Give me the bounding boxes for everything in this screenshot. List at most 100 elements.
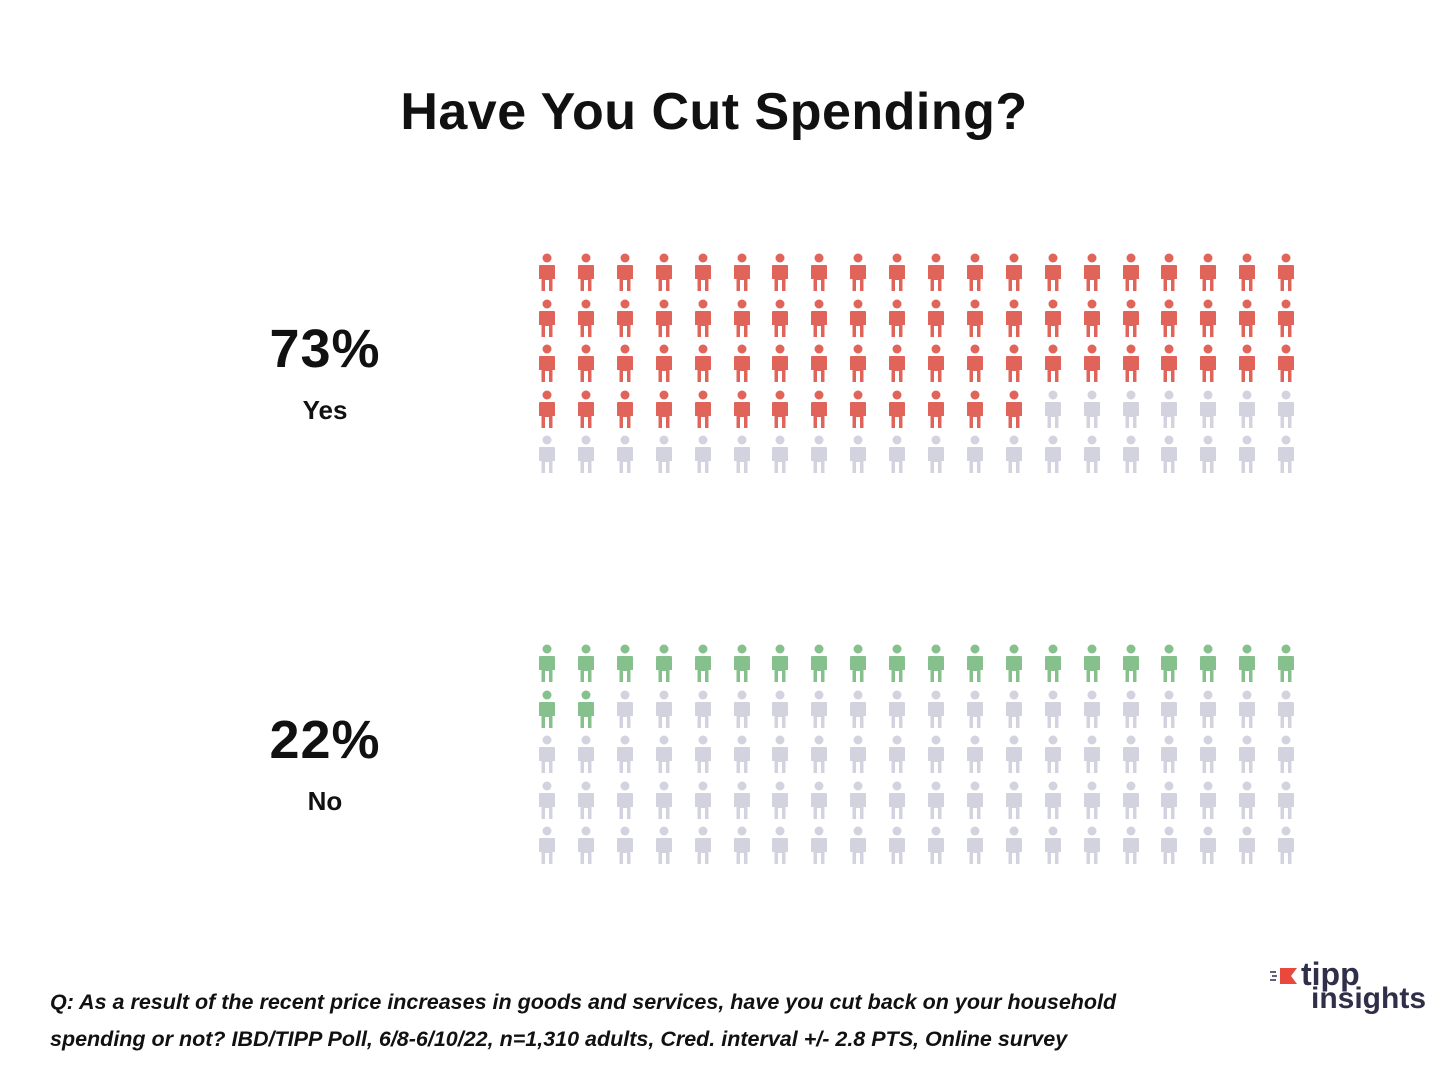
logo-accent [1280, 968, 1297, 984]
person-icon-empty [694, 735, 711, 773]
person-icon-empty [1044, 781, 1061, 819]
person-icon-filled [1278, 299, 1295, 337]
person-icon-empty [577, 781, 594, 819]
person-icon-empty [733, 435, 750, 473]
person-icon-empty [1122, 690, 1139, 728]
person-icon-filled [889, 253, 906, 291]
person-icon-empty [1044, 435, 1061, 473]
person-icon-filled [1161, 299, 1178, 337]
person-icon-filled [577, 299, 594, 337]
person-icon-empty [1122, 390, 1139, 428]
tipp-insights-logo: tipp insights [1265, 956, 1427, 1022]
person-icon-empty [1161, 390, 1178, 428]
no-percent: 22% [269, 710, 381, 770]
person-icon-filled [539, 390, 555, 428]
person-icon-filled [577, 253, 594, 291]
person-icon-empty [539, 781, 555, 819]
person-icon-empty [1005, 826, 1022, 864]
logo-text-insights: insights [1311, 982, 1427, 1015]
person-icon-filled [694, 390, 711, 428]
person-icon-empty [1044, 826, 1061, 864]
person-icon-filled [811, 344, 828, 382]
person-icon-empty [966, 781, 983, 819]
person-icon-filled [772, 344, 789, 382]
person-icon-filled [1200, 644, 1217, 682]
person-icon-filled [655, 390, 672, 428]
logo-arrow-icon [1270, 968, 1297, 984]
person-icon-empty [772, 781, 789, 819]
yes-percent: 73% [269, 319, 381, 379]
person-icon-empty [850, 735, 867, 773]
person-icon-empty [1044, 690, 1061, 728]
person-icon-filled [1044, 299, 1061, 337]
person-icon-empty [1200, 435, 1217, 473]
person-icon-empty [1200, 826, 1217, 864]
person-icon-empty [889, 826, 906, 864]
person-icon-filled [539, 253, 555, 291]
person-icon-empty [1083, 390, 1100, 428]
person-icon-empty [966, 735, 983, 773]
person-icon-empty [539, 826, 555, 864]
person-icon-empty [694, 435, 711, 473]
person-icon-empty [850, 781, 867, 819]
person-icon-empty [1200, 690, 1217, 728]
person-icon-filled [966, 644, 983, 682]
person-icon-empty [811, 435, 828, 473]
person-icon-empty [655, 690, 672, 728]
person-icon-filled [928, 299, 944, 337]
footnote: Q: As a result of the recent price incre… [50, 984, 1200, 1058]
person-icon-empty [577, 826, 594, 864]
person-icon-filled [655, 644, 672, 682]
no-label: No [307, 786, 343, 816]
person-icon-filled [811, 644, 828, 682]
person-icon-filled [694, 644, 711, 682]
person-icon-filled [616, 253, 633, 291]
person-icon-empty [928, 826, 944, 864]
person-icon-empty [811, 735, 828, 773]
person-icon-empty [966, 690, 983, 728]
person-icon-empty [616, 735, 633, 773]
person-icon-empty [1239, 435, 1256, 473]
person-icon-empty [577, 735, 594, 773]
person-icon-empty [1161, 690, 1178, 728]
person-icon-empty [889, 690, 906, 728]
person-icon-filled [694, 344, 711, 382]
person-icon-filled [1161, 253, 1178, 291]
person-icon-empty [966, 435, 983, 473]
person-icon-filled [1122, 299, 1139, 337]
person-icon-empty [1200, 390, 1217, 428]
person-icon-empty [539, 435, 555, 473]
person-icon-filled [850, 253, 867, 291]
person-icon-filled [811, 253, 828, 291]
person-icon-empty [772, 435, 789, 473]
person-icon-filled [772, 299, 789, 337]
person-icon-empty [694, 781, 711, 819]
person-icon-filled [577, 644, 594, 682]
person-icon-filled [539, 344, 555, 382]
person-icon-filled [1122, 644, 1139, 682]
person-icon-empty [1278, 690, 1295, 728]
person-icon-empty [928, 435, 944, 473]
person-icon-empty [616, 781, 633, 819]
person-icon-empty [811, 826, 828, 864]
person-icon-empty [616, 690, 633, 728]
person-icon-empty [1083, 690, 1100, 728]
person-icon-filled [1200, 344, 1217, 382]
person-icon-filled [539, 690, 555, 728]
person-icon-empty [1005, 690, 1022, 728]
logo-text-tipp: tipp [1301, 956, 1360, 992]
person-icon-empty [928, 690, 944, 728]
person-icon-empty [1278, 826, 1295, 864]
person-icon-empty [1005, 781, 1022, 819]
person-icon-filled [1083, 299, 1100, 337]
yes-label: Yes [302, 395, 348, 425]
person-icon-filled [966, 299, 983, 337]
person-icon-empty [733, 735, 750, 773]
person-icon-empty [655, 781, 672, 819]
person-icon-filled [1161, 344, 1178, 382]
person-icon-filled [1122, 253, 1139, 291]
person-icon-empty [1122, 735, 1139, 773]
person-icon-filled [889, 299, 906, 337]
person-icon-filled [1005, 344, 1022, 382]
person-icon-filled [850, 644, 867, 682]
